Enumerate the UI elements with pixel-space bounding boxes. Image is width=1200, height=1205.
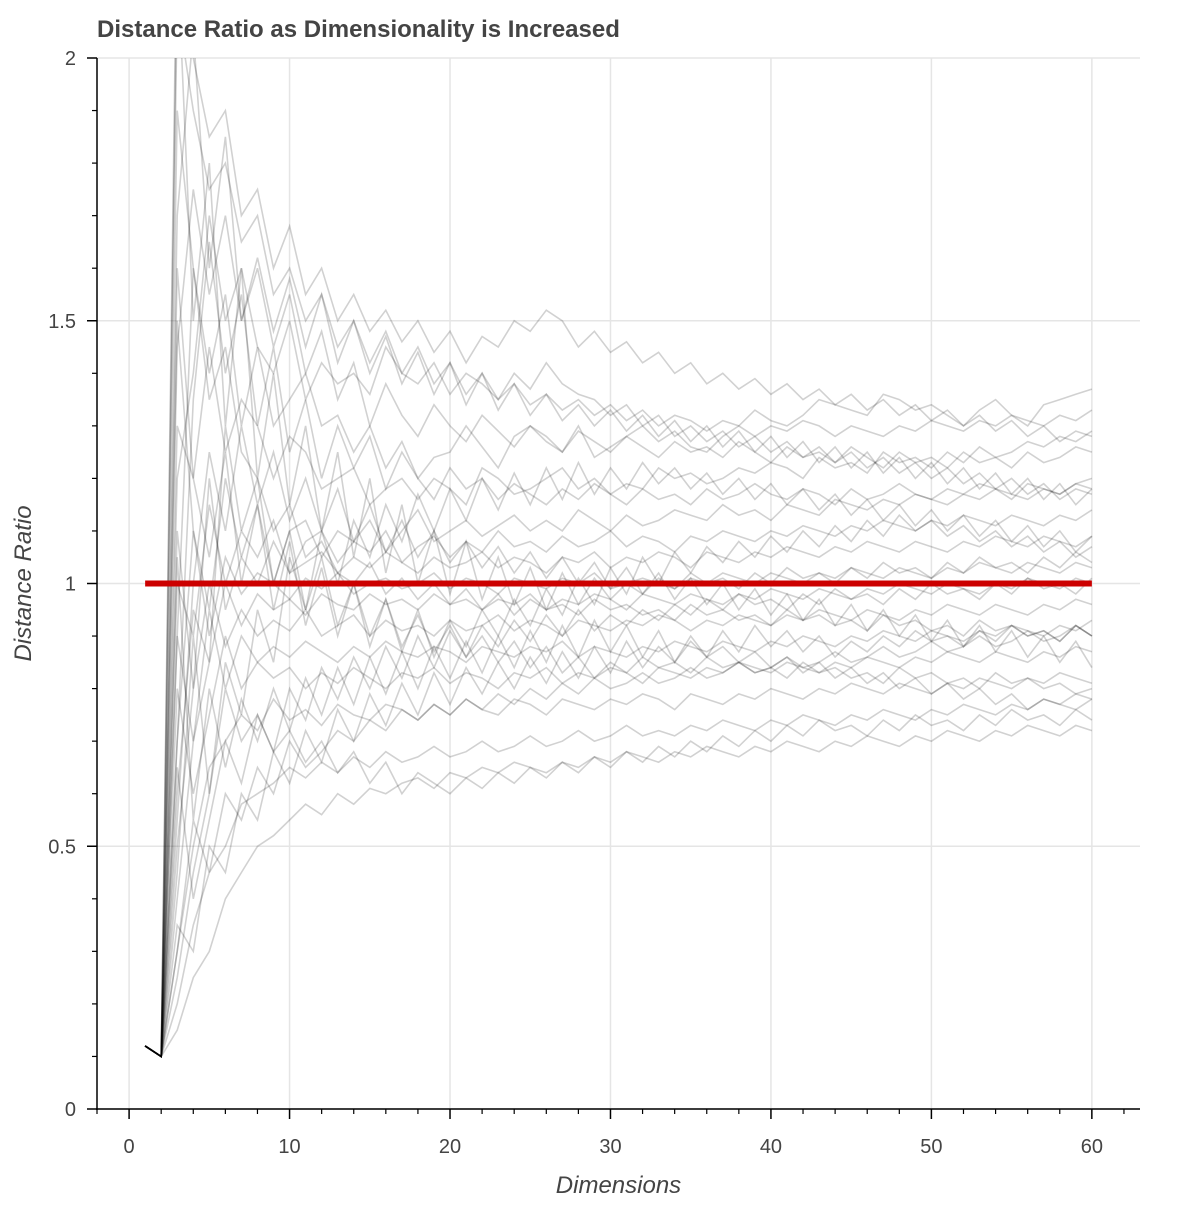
series-line-23	[144, 577, 1093, 1058]
series-line-3	[144, 477, 1093, 1058]
y-tick-label: 1.5	[48, 311, 76, 333]
series-line-15	[144, 58, 1093, 1058]
y-tick-label: 0	[65, 1099, 76, 1121]
series-line-29	[144, 639, 1093, 1058]
axes: 0 10 20 30 40 50 60 0 0.5 1 1.5 2	[48, 48, 1140, 1158]
series-line-25	[144, 425, 1093, 1058]
series-group	[144, 58, 1093, 1058]
x-tick-label: 40	[760, 1136, 782, 1158]
series-line-22	[144, 58, 1093, 1058]
series-line-16	[144, 241, 1093, 1058]
series-line-18	[144, 215, 1093, 1058]
x-tick-label: 20	[439, 1136, 461, 1158]
series-line-12	[144, 698, 1093, 1058]
series-line-5	[144, 478, 1093, 1058]
series-line-26	[144, 460, 1093, 1058]
series-line-30	[144, 58, 1093, 1058]
x-tick-label: 50	[920, 1136, 942, 1158]
x-tick-label: 60	[1081, 1136, 1103, 1158]
series-line-21	[144, 635, 1093, 1058]
series-line-19	[144, 110, 1093, 1058]
series-line-4	[144, 504, 1093, 1058]
series-line-14	[144, 58, 1093, 1058]
y-axis-label: Distance Ratio	[10, 505, 37, 661]
series-line-28	[144, 268, 1093, 1058]
x-axis-label: Dimensions	[556, 1172, 681, 1199]
series-line-13	[144, 724, 1093, 1058]
y-tick-label: 0.5	[48, 836, 76, 858]
y-tick-label: 2	[65, 48, 76, 70]
series-line-20	[144, 425, 1093, 1058]
x-tick-label: 30	[599, 1136, 621, 1158]
series-line-10	[144, 635, 1093, 1058]
series-line-7	[144, 577, 1093, 1058]
series-line-2	[144, 346, 1093, 1058]
series-line-1	[144, 268, 1093, 1058]
series-line-9	[144, 609, 1093, 1058]
series-line-11	[144, 671, 1093, 1058]
series-line-17	[144, 624, 1093, 1058]
series-line-8	[144, 530, 1093, 1058]
chart-title: Distance Ratio as Dimensionality is Incr…	[97, 16, 620, 43]
x-tick-label: 10	[278, 1136, 300, 1158]
series-line-27	[144, 557, 1093, 1058]
x-tick-label: 0	[124, 1136, 135, 1158]
series-line-24	[144, 189, 1093, 1058]
y-tick-label: 1	[65, 574, 76, 596]
